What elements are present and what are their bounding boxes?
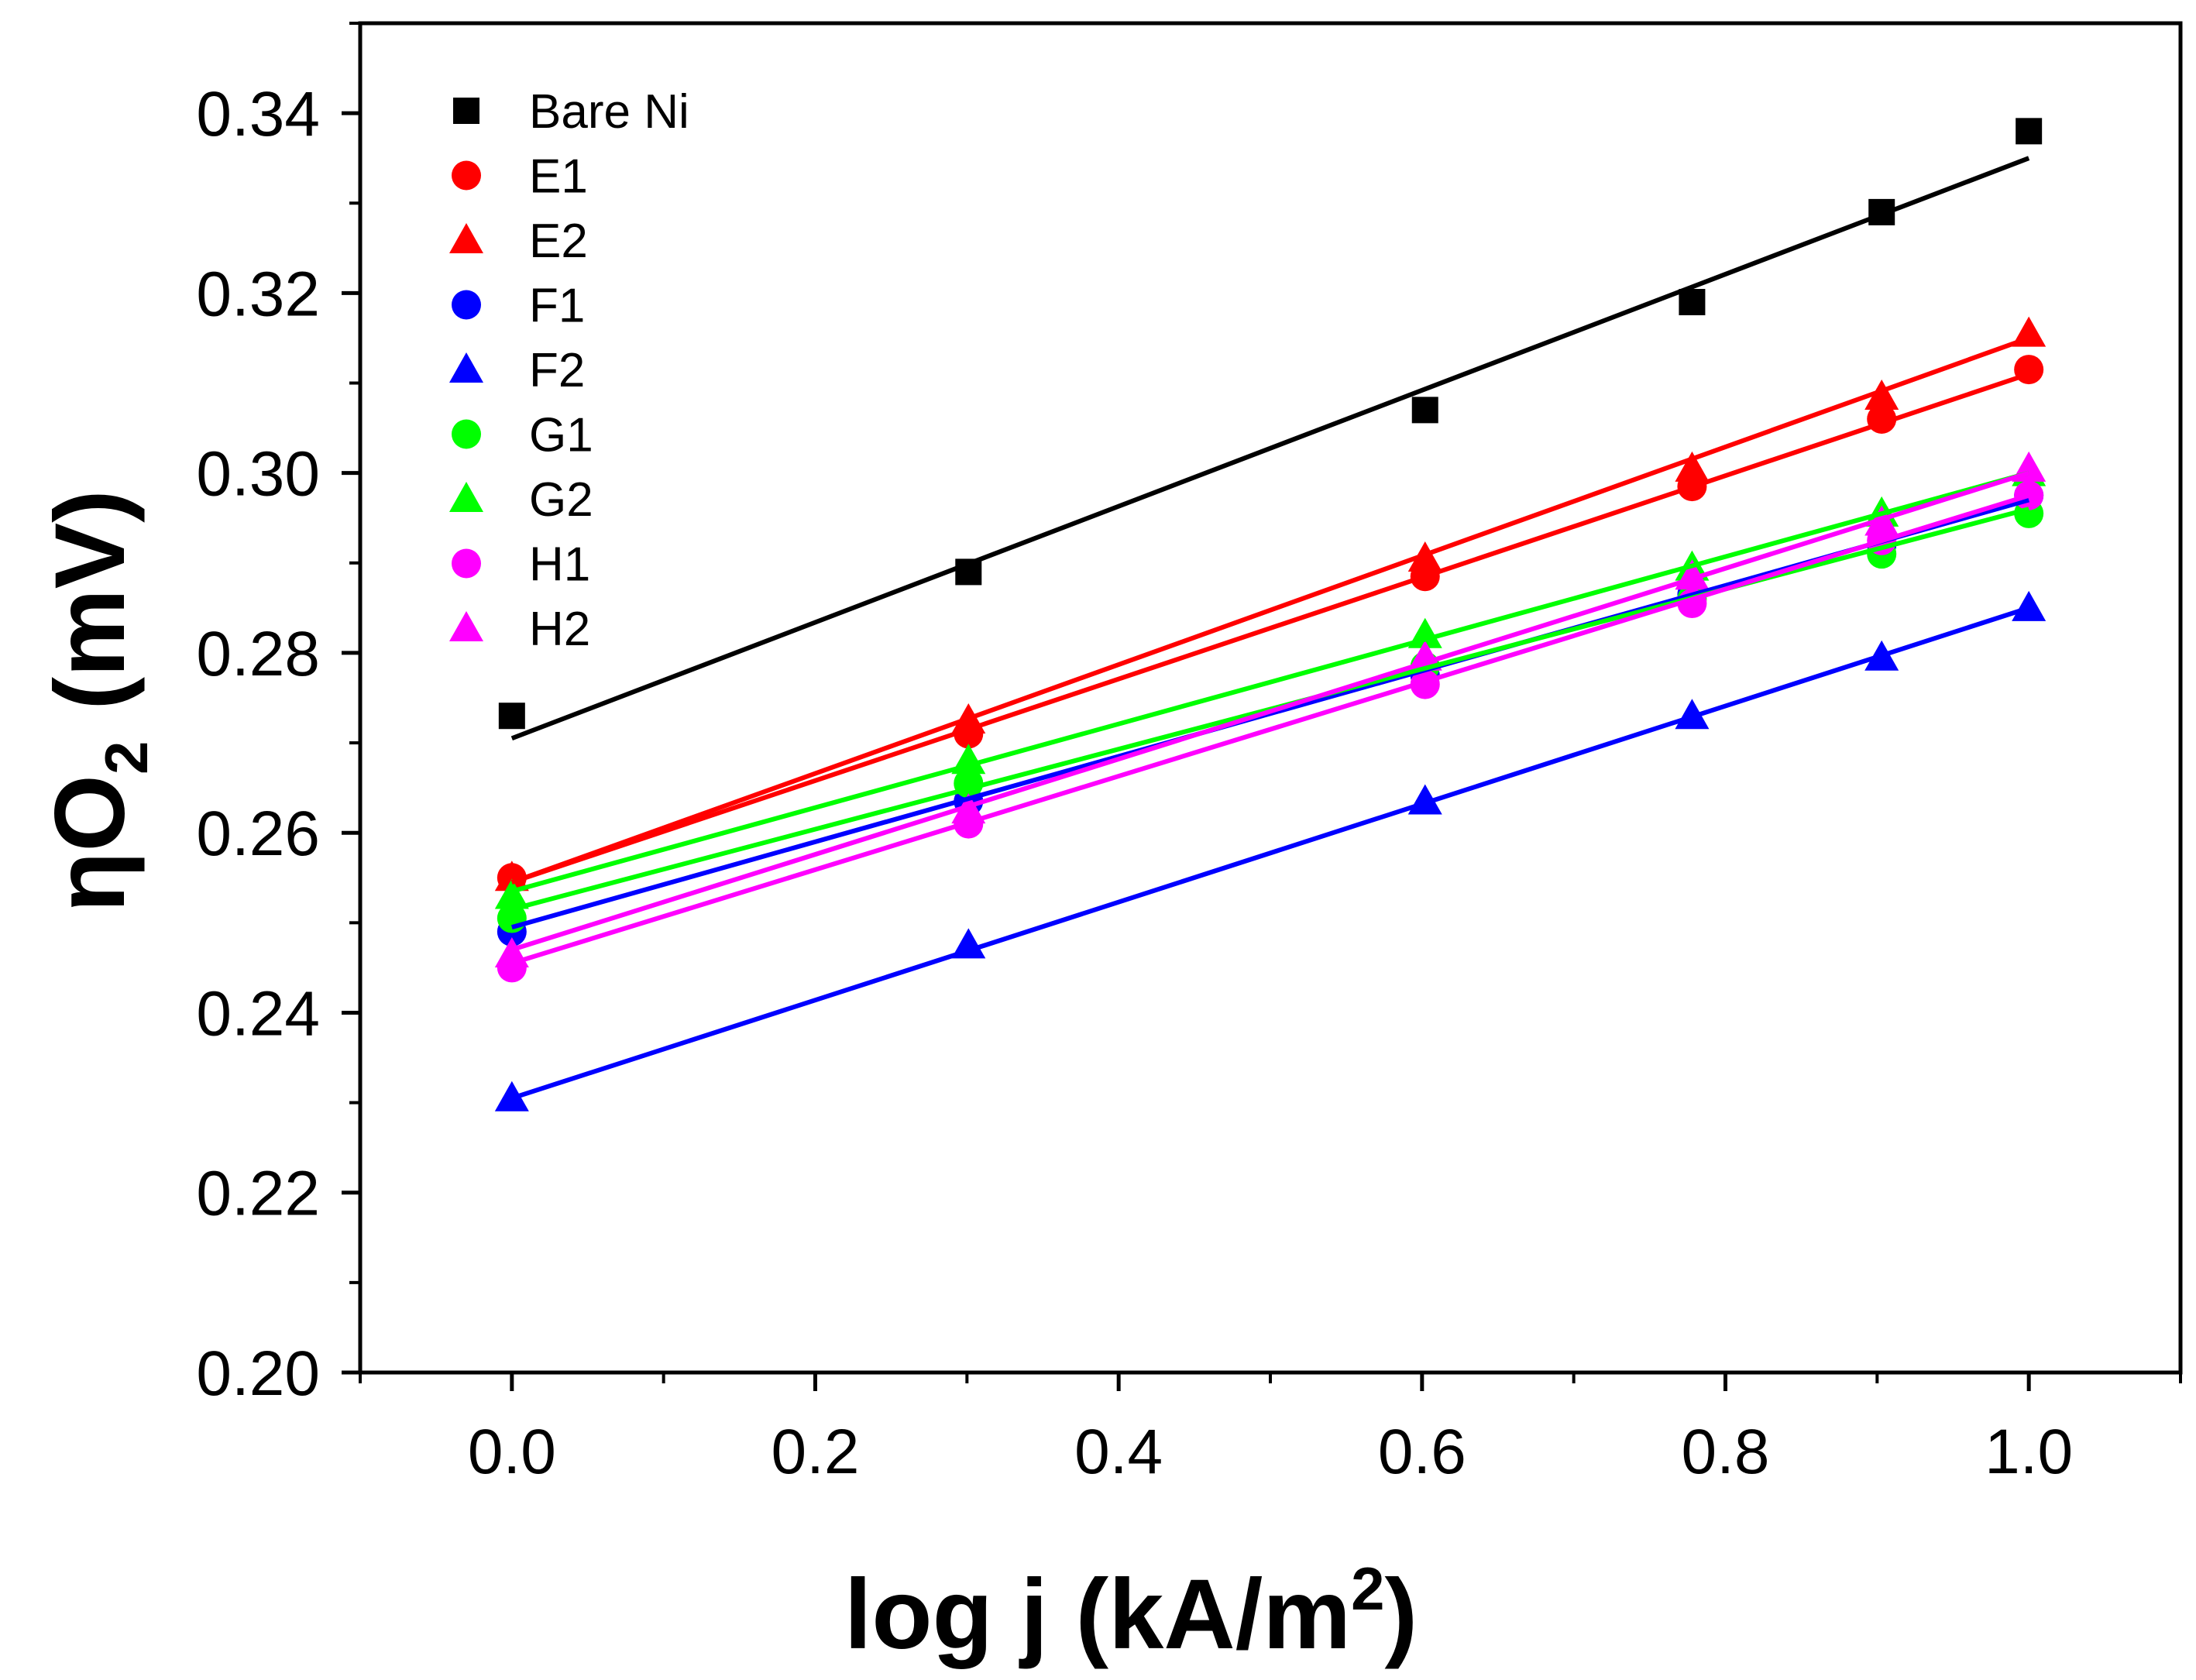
legend-label-bare-ni: Bare Ni <box>529 85 689 139</box>
legend-marker-g1 <box>452 419 481 449</box>
fit-line-f2 <box>510 606 2030 1101</box>
y-tick-label: 0.32 <box>196 259 320 329</box>
legend-label-f1: F1 <box>529 280 585 333</box>
legend-label-g2: G2 <box>529 473 593 527</box>
data-point-f2 <box>2012 590 2047 621</box>
x-tick-label: 0.6 <box>1378 1417 1466 1487</box>
axis-ticks: 0.0 0.2 0.4 0.6 0.8 1.0 0.20 0.22 0.24 0.26 0.28 0.… <box>196 22 2182 1487</box>
x-axis-title-superscript: 2 <box>1351 1555 1384 1623</box>
legend-marker-f2 <box>449 352 483 383</box>
legend-marker-e2 <box>449 223 483 253</box>
legend-marker-e1 <box>452 160 481 191</box>
fit-line-e2 <box>510 335 2030 885</box>
data-point-bare-ni <box>498 703 525 730</box>
y-tick-label: 0.22 <box>196 1159 320 1229</box>
x-axis-title-main: log j (kA/m <box>844 1559 1351 1670</box>
legend-marker-f1 <box>452 290 481 320</box>
y-axis-title-unit: (mV) <box>35 490 146 709</box>
legend-label-e1: E1 <box>529 150 588 204</box>
y-axis-title-subscript: 2 <box>92 741 160 775</box>
data-point-e2 <box>1864 379 1899 410</box>
fit-line-h2 <box>510 470 2030 953</box>
fit-line-e1 <box>510 372 2030 885</box>
data-point-bare-ni <box>1679 289 1706 316</box>
legend-label-e2: E2 <box>529 215 588 268</box>
legend-marker-g2 <box>449 482 483 512</box>
legend-label-g1: G1 <box>529 409 593 462</box>
fit-lines <box>510 156 2030 1101</box>
fit-line-g2 <box>511 470 2029 894</box>
x-tick-label: 0.8 <box>1682 1417 1770 1487</box>
data-point-bare-ni <box>1411 397 1438 424</box>
data-point-bare-ni <box>2016 118 2043 145</box>
y-tick-label: 0.28 <box>196 619 320 689</box>
data-point-e2 <box>494 861 529 892</box>
y-axis-title-eta: η <box>35 852 146 912</box>
y-tick-label: 0.26 <box>196 799 320 869</box>
y-tick-label: 0.24 <box>196 978 320 1049</box>
x-tick-label: 0.2 <box>772 1417 860 1487</box>
legend-marker-bare-ni <box>453 98 479 124</box>
x-tick-label: 0.4 <box>1074 1417 1163 1487</box>
fit-line-bare-ni <box>510 156 2030 741</box>
legend-marker-h2 <box>449 611 483 641</box>
legend-label-h1: H1 <box>529 538 590 592</box>
x-tick-label: 1.0 <box>1985 1417 2073 1487</box>
legend-marker-h1 <box>452 548 481 579</box>
data-point-f2 <box>951 928 986 959</box>
x-axis-title: log j (kA/m2) <box>844 1555 1418 1670</box>
y-axis-title-o: O <box>35 775 146 852</box>
data-point-e2 <box>1675 451 1710 482</box>
y-axis-title: ηO2 (mV) <box>35 490 160 912</box>
legend: Bare Ni E1 E2 F1 F2 G1 G2 H1 H2 <box>449 85 689 656</box>
y-tick-label: 0.34 <box>196 79 320 149</box>
x-axis-title-end: ) <box>1385 1559 1418 1670</box>
y-tick-label: 0.20 <box>196 1338 320 1409</box>
fit-line-h1 <box>510 493 2030 966</box>
data-point-g2 <box>494 878 529 909</box>
legend-label-f2: F2 <box>529 344 585 397</box>
y-tick-label: 0.30 <box>196 439 320 510</box>
legend-label-h2: H2 <box>529 603 590 656</box>
x-tick-label: 0.0 <box>468 1417 556 1487</box>
